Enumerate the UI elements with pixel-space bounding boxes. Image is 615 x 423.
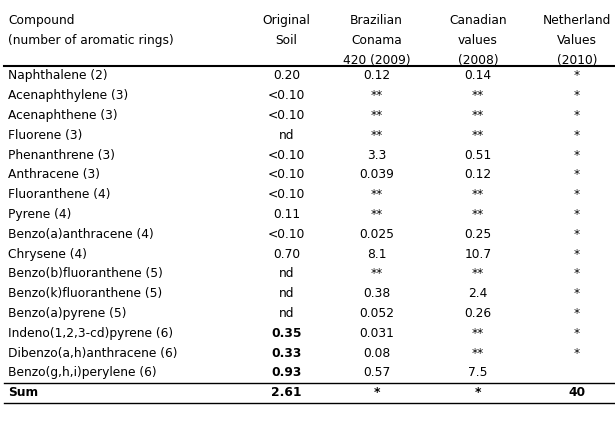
Text: 0.052: 0.052 [359,307,394,320]
Text: 0.38: 0.38 [363,287,390,300]
Text: *: * [574,109,580,122]
Text: 420 (2009): 420 (2009) [343,54,410,67]
Text: *: * [574,188,580,201]
Text: **: ** [472,267,484,280]
Text: Fluorene (3): Fluorene (3) [8,129,82,142]
Text: <0.10: <0.10 [268,188,305,201]
Text: *: * [475,386,482,399]
Text: Sum: Sum [8,386,38,399]
Text: *: * [574,307,580,320]
Text: **: ** [472,89,484,102]
Text: 0.25: 0.25 [464,228,491,241]
Text: 0.14: 0.14 [464,69,491,82]
Text: Benzo(k)fluoranthene (5): Benzo(k)fluoranthene (5) [8,287,162,300]
Text: Benzo(g,h,i)perylene (6): Benzo(g,h,i)perylene (6) [8,366,157,379]
Text: Chrysene (4): Chrysene (4) [8,247,87,261]
Text: 10.7: 10.7 [464,247,491,261]
Text: nd: nd [279,307,294,320]
Text: *: * [574,129,580,142]
Text: Benzo(a)anthracene (4): Benzo(a)anthracene (4) [8,228,154,241]
Text: Benzo(a)pyrene (5): Benzo(a)pyrene (5) [8,307,127,320]
Text: 3.3: 3.3 [367,148,386,162]
Text: Acenaphthene (3): Acenaphthene (3) [8,109,117,122]
Text: Netherland: Netherland [543,14,611,27]
Text: nd: nd [279,129,294,142]
Text: 0.20: 0.20 [273,69,300,82]
Text: Anthracene (3): Anthracene (3) [8,168,100,181]
Text: (number of aromatic rings): (number of aromatic rings) [8,34,174,47]
Text: Benzo(b)fluoranthene (5): Benzo(b)fluoranthene (5) [8,267,163,280]
Text: *: * [574,208,580,221]
Text: **: ** [472,327,484,340]
Text: Original: Original [263,14,311,27]
Text: Indeno(1,2,3-cd)pyrene (6): Indeno(1,2,3-cd)pyrene (6) [8,327,173,340]
Text: Compound: Compound [8,14,74,27]
Text: **: ** [472,188,484,201]
Text: 0.12: 0.12 [363,69,390,82]
Text: nd: nd [279,287,294,300]
Text: 0.031: 0.031 [359,327,394,340]
Text: 0.51: 0.51 [464,148,491,162]
Text: 0.35: 0.35 [271,327,302,340]
Text: **: ** [472,208,484,221]
Text: Naphthalene (2): Naphthalene (2) [8,69,108,82]
Text: Phenanthrene (3): Phenanthrene (3) [8,148,115,162]
Text: Fluoranthene (4): Fluoranthene (4) [8,188,111,201]
Text: 0.12: 0.12 [464,168,491,181]
Text: Canadian: Canadian [449,14,507,27]
Text: **: ** [370,109,383,122]
Text: **: ** [370,188,383,201]
Text: 0.26: 0.26 [464,307,491,320]
Text: *: * [574,148,580,162]
Text: 0.11: 0.11 [273,208,300,221]
Text: *: * [574,69,580,82]
Text: 0.08: 0.08 [363,346,390,360]
Text: 0.57: 0.57 [363,366,390,379]
Text: *: * [574,247,580,261]
Text: **: ** [472,346,484,360]
Text: 8.1: 8.1 [367,247,386,261]
Text: Dibenzo(a,h)anthracene (6): Dibenzo(a,h)anthracene (6) [8,346,178,360]
Text: 0.039: 0.039 [359,168,394,181]
Text: *: * [574,267,580,280]
Text: Conama: Conama [351,34,402,47]
Text: **: ** [370,129,383,142]
Text: Soil: Soil [276,34,298,47]
Text: 0.93: 0.93 [271,366,302,379]
Text: 7.5: 7.5 [468,366,488,379]
Text: values: values [458,34,498,47]
Text: *: * [574,228,580,241]
Text: Values: Values [557,34,597,47]
Text: 0.33: 0.33 [271,346,302,360]
Text: *: * [574,327,580,340]
Text: <0.10: <0.10 [268,228,305,241]
Text: (2008): (2008) [458,54,498,67]
Text: **: ** [370,267,383,280]
Text: *: * [574,287,580,300]
Text: 2.4: 2.4 [468,287,488,300]
Text: Pyrene (4): Pyrene (4) [8,208,71,221]
Text: **: ** [472,109,484,122]
Text: **: ** [370,208,383,221]
Text: <0.10: <0.10 [268,168,305,181]
Text: **: ** [370,89,383,102]
Text: **: ** [472,129,484,142]
Text: *: * [574,346,580,360]
Text: 40: 40 [568,386,585,399]
Text: *: * [574,168,580,181]
Text: <0.10: <0.10 [268,148,305,162]
Text: <0.10: <0.10 [268,89,305,102]
Text: *: * [373,386,379,399]
Text: nd: nd [279,267,294,280]
Text: Brazilian: Brazilian [350,14,403,27]
Text: 0.70: 0.70 [273,247,300,261]
Text: 2.61: 2.61 [271,386,302,399]
Text: 0.025: 0.025 [359,228,394,241]
Text: Acenaphthylene (3): Acenaphthylene (3) [8,89,129,102]
Text: *: * [574,89,580,102]
Text: <0.10: <0.10 [268,109,305,122]
Text: (2010): (2010) [557,54,597,67]
